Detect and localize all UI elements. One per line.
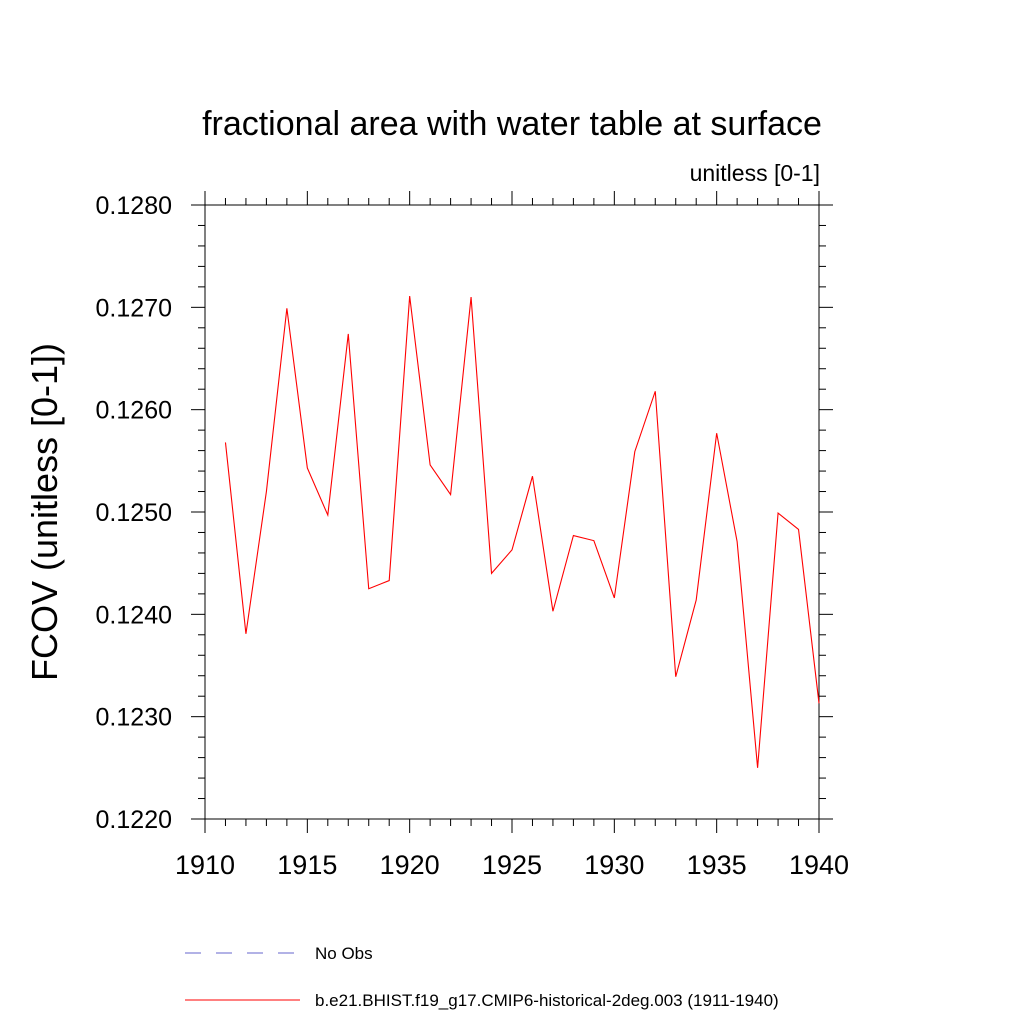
y-tick-label: 0.1280 <box>96 192 172 220</box>
y-axis-label: FCOV (unitless [0-1]) <box>24 343 65 681</box>
x-tick-label: 1910 <box>175 850 235 880</box>
chart-subtitle: unitless [0-1] <box>690 160 820 186</box>
chart-title: fractional area with water table at surf… <box>202 105 822 143</box>
x-tick-label: 1935 <box>687 850 747 880</box>
plot-frame <box>204 204 820 820</box>
data-series-line <box>224 296 820 768</box>
x-tick-label: 1925 <box>482 850 542 880</box>
y-tick-label: 0.1270 <box>96 294 172 322</box>
x-tick-label: 1930 <box>584 850 644 880</box>
x-tick-label: 1915 <box>277 850 337 880</box>
y-tick-label: 0.1220 <box>96 806 172 834</box>
legend: No Obs b.e21.BHIST.f19_g17.CMIP6-historic… <box>185 944 779 1010</box>
y-tick-label: 0.1250 <box>96 499 172 527</box>
y-tick-label: 0.1260 <box>96 397 172 425</box>
x-tick-label: 1940 <box>789 850 849 880</box>
legend-label: No Obs <box>315 944 373 963</box>
y-tick-label: 0.1230 <box>96 704 172 732</box>
x-tick-label: 1920 <box>380 850 440 880</box>
legend-label: b.e21.BHIST.f19_g17.CMIP6-historical-2de… <box>315 991 779 1010</box>
plot-area: 1910 1915 1920 1925 1930 1935 1940 0.1220 0.1230… <box>96 191 849 880</box>
y-tick-label: 0.1240 <box>96 601 172 629</box>
